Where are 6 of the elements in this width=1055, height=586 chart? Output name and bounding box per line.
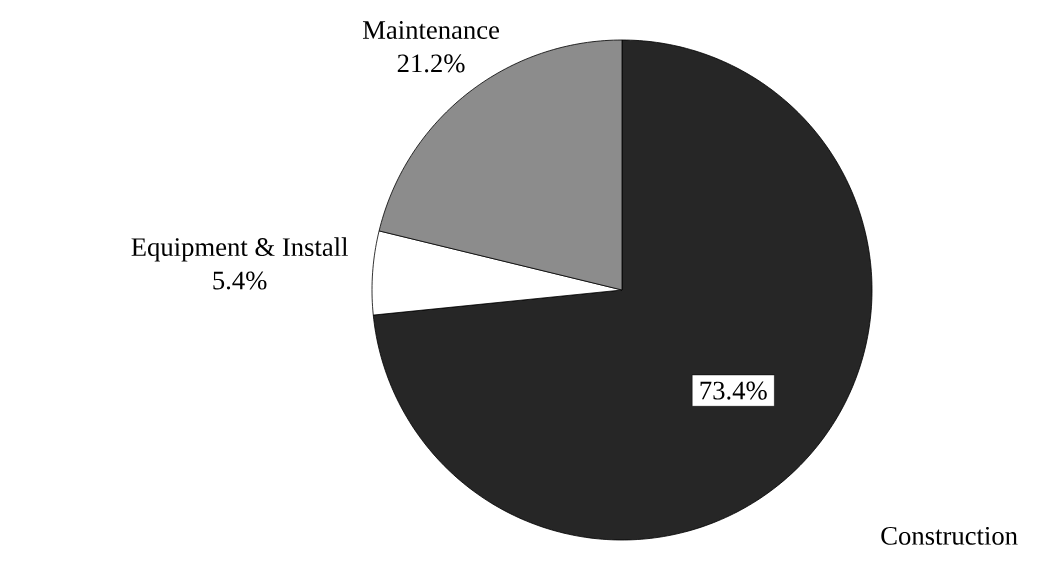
slice-label: Maintenance (362, 21, 500, 40)
slice-label: Construction (881, 526, 1018, 545)
data-label: 21.2% (397, 54, 465, 73)
data-label: 5.4% (213, 271, 267, 290)
slice-label: Equipment & Install (131, 237, 348, 262)
data-label: 73.4% (700, 381, 767, 400)
